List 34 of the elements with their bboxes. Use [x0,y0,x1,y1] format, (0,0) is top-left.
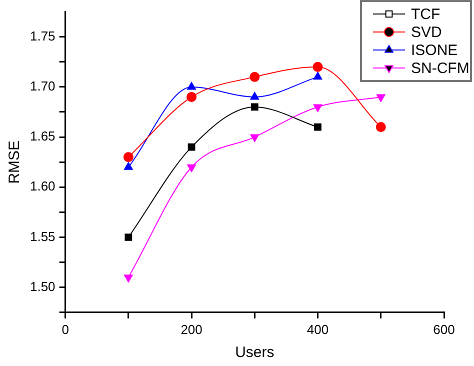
x-tick-label: 600 [433,322,455,337]
point [124,274,133,282]
point [124,162,133,170]
point [250,92,260,100]
point [313,72,322,80]
y-tick-label: 1.55 [30,228,56,244]
y-axis-title: RMSE [6,140,24,184]
point [186,92,197,102]
x-tick-label: 200 [180,322,202,337]
x-axis-title: Users [235,344,274,362]
y-tick-label: 1.65 [30,128,56,144]
legend-label: ISONE [411,42,458,60]
x-tick-label: 400 [306,322,329,337]
point [123,152,134,162]
legend-label: TCF [411,6,440,24]
point [314,123,322,131]
point [376,122,386,132]
y-tick-label: 1.70 [30,78,56,94]
point [250,103,258,111]
y-tick-label: 1.60 [30,178,56,194]
x-tick-label: 0 [62,322,69,337]
point [376,94,386,102]
y-tick-label: 1.75 [30,28,56,44]
point [124,234,132,241]
point [312,62,323,72]
point [250,134,260,142]
legend-label: SVD [411,24,442,42]
point [250,72,260,82]
point [188,143,196,151]
point [313,104,322,112]
legend-label: SN-CFM [411,60,470,78]
text: 1.50 [30,278,56,294]
point [187,164,196,172]
point [187,82,196,90]
